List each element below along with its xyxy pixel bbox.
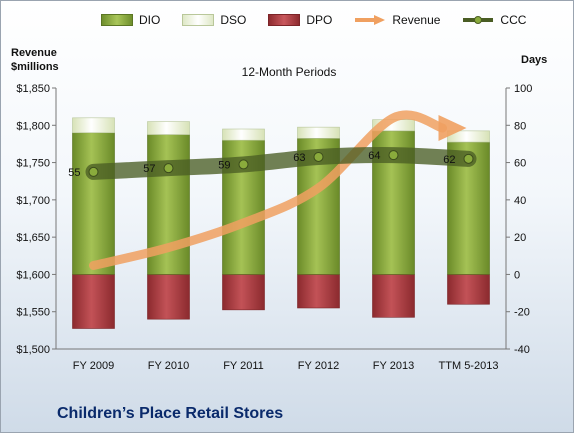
left-tick-label: $1,850 [16,83,50,95]
legend-item-dpo: DPO [268,13,332,27]
ccc-point [463,153,474,164]
category-label: FY 2010 [148,360,189,372]
right-tick-label: 80 [514,120,526,132]
right-tick-label: -20 [514,307,530,319]
legend-swatch-dio [101,14,133,26]
legend-label-revenue: Revenue [392,13,441,27]
right-tick-label: -40 [514,344,530,356]
ccc-point [88,166,99,177]
category-label: FY 2013 [373,360,414,372]
right-tick-label: 0 [514,269,520,281]
left-tick-label: $1,700 [16,195,50,207]
ccc-point [388,150,399,161]
ccc-data-label: 55 [68,167,80,179]
company-title: Children’s Place Retail Stores [57,405,284,422]
legend-label-dso: DSO [220,13,247,27]
ccc-data-label: 64 [368,150,380,162]
legend-arrow-icon [355,15,386,25]
bar-dso [297,126,340,139]
right-tick-label: 60 [514,158,526,170]
category-label: TTM 5-2013 [439,360,499,372]
left-tick-label: $1,550 [16,307,50,319]
bar-dso [222,128,265,141]
legend-item-ccc: CCC [462,13,526,27]
legend-ccc-marker-icon [463,16,494,24]
bar-dio [72,132,115,275]
revenue-line [89,110,447,270]
ccc-point [163,163,174,174]
ccc-data-label: 63 [293,152,305,164]
period-title: 12-Month Periods [242,65,337,79]
ccc-data-label: 59 [218,159,230,171]
legend: DIO DSO DPO Revenue CCC [101,13,548,27]
left-tick-label: $1,600 [16,269,50,281]
left-tick-label: $1,750 [16,158,50,170]
left-axis-title-line1: Revenue [11,47,57,59]
legend-label-dio: DIO [139,13,161,27]
ccc-data-label: 57 [143,163,155,175]
legend-label-dpo: DPO [306,13,333,27]
left-axis-title-line2: $millions [11,61,59,73]
bar-dpo [147,274,190,320]
legend-item-revenue: Revenue [354,13,440,27]
bar-dpo [72,274,115,329]
bar-dso [147,121,190,135]
ccc-point [313,151,324,162]
right-tick-label: 20 [514,232,526,244]
left-tick-label: $1,500 [16,344,50,356]
ccc-point [238,159,249,170]
revenue-arrowhead [438,115,467,142]
bar-dso [72,117,115,134]
bar-dpo [447,274,490,305]
bar-dpo [297,274,340,309]
category-label: FY 2009 [73,360,114,372]
bar-dpo [222,274,265,311]
right-tick-label: 100 [514,83,532,95]
legend-item-dio: DIO [101,13,160,27]
plot-area: $1,500 $1,550 $1,600 $1,650 $1,700 $1,750 $1,8… [16,65,532,372]
category-label: FY 2011 [223,360,264,372]
legend-swatch-dpo [268,14,301,26]
right-axis-title: Days [521,54,548,66]
legend-item-dso: DSO [182,13,246,27]
legend-swatch-dso [182,14,215,26]
category-label: FY 2012 [298,360,339,372]
left-tick-label: $1,650 [16,232,50,244]
ccc-line [85,147,477,180]
left-tick-label: $1,800 [16,120,50,132]
legend-label-ccc: CCC [500,13,527,27]
right-tick-label: 40 [514,195,526,207]
ccc-data-label: 62 [443,154,455,166]
bar-dpo [372,274,415,318]
left-axis-title: Revenue $millions [11,46,59,74]
